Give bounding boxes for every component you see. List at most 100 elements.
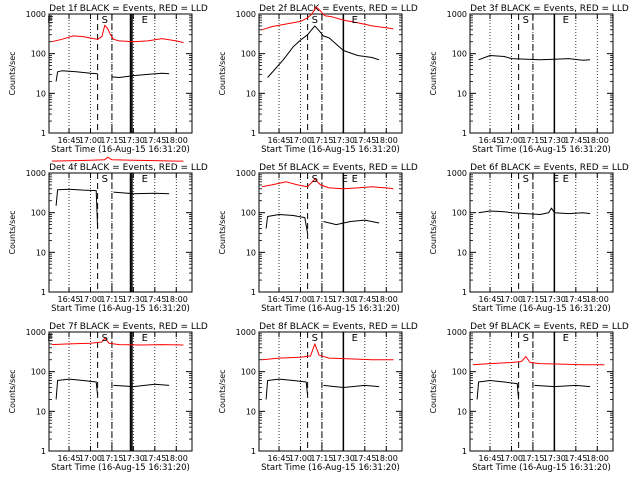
y-tick-label: 1 bbox=[462, 447, 467, 456]
interval-marker-label: S bbox=[523, 174, 529, 185]
events-series-line bbox=[55, 70, 170, 82]
y-tick-label: 10 bbox=[246, 248, 256, 257]
interval-marker-label: S bbox=[312, 174, 318, 185]
plot-frame bbox=[469, 331, 614, 452]
interval-marker-label: E bbox=[342, 174, 348, 185]
x-tick-label: 17:15 bbox=[310, 454, 333, 463]
x-tick-label: 17:00 bbox=[289, 136, 312, 145]
y-tick-label: 1000 bbox=[26, 169, 46, 178]
panel: Det 1f BLACK = Events, RED = LLD 1 10 100 10… bbox=[8, 4, 208, 155]
lld-series-line bbox=[472, 356, 605, 366]
y-tick-label: 100 bbox=[452, 50, 467, 59]
events-series-line bbox=[55, 188, 170, 229]
interval-marker-label: E bbox=[142, 15, 148, 26]
x-tick-label: 17:30 bbox=[543, 454, 566, 463]
y-tick-label: 1 bbox=[41, 447, 46, 456]
y-axis-title: Counts/sec bbox=[218, 51, 227, 95]
x-tick-label: 18:00 bbox=[586, 136, 609, 145]
panel-title: Det 8f BLACK = Events, RED = LLD bbox=[259, 322, 418, 332]
y-tick-label: 10 bbox=[457, 248, 467, 257]
x-tick-label: 18:00 bbox=[375, 136, 398, 145]
y-axis-title: Counts/sec bbox=[429, 210, 438, 254]
y-tick-label: 1000 bbox=[26, 328, 46, 337]
y-tick-label: 100 bbox=[241, 209, 256, 218]
y-tick-label: 100 bbox=[452, 368, 467, 377]
x-tick-label: 17:30 bbox=[122, 136, 145, 145]
y-axis-title: Counts/sec bbox=[218, 369, 227, 413]
x-tick-label: 17:45 bbox=[143, 136, 166, 145]
interval-marker-label: E bbox=[47, 333, 53, 344]
panel: Det 5f BLACK = Events, RED = LLD 1 10 100 10… bbox=[218, 163, 418, 314]
x-tick-label: 18:00 bbox=[165, 454, 188, 463]
interval-marker-label: S bbox=[312, 333, 318, 344]
x-tick-label: 17:15 bbox=[310, 295, 333, 304]
panel: Det 3f BLACK = Events, RED = LLD 1 10 100 10… bbox=[429, 4, 629, 155]
x-tick-label: 16:45 bbox=[57, 454, 80, 463]
y-tick-label: 1 bbox=[41, 129, 46, 138]
y-tick-label: 1000 bbox=[447, 328, 467, 337]
lld-series-line bbox=[51, 156, 184, 162]
x-tick-label: 17:30 bbox=[332, 295, 355, 304]
interval-marker-label: S bbox=[523, 333, 529, 344]
panel: Det 4f BLACK = Events, RED = LLD 1 10 100 10… bbox=[8, 156, 208, 314]
x-tick-label: 17:30 bbox=[122, 454, 145, 463]
x-tick-label: 17:45 bbox=[353, 454, 376, 463]
x-tick-label: 16:45 bbox=[267, 454, 290, 463]
x-tick-label: 17:45 bbox=[564, 454, 587, 463]
x-tick-label: 16:45 bbox=[478, 454, 501, 463]
y-axis-title: Counts/sec bbox=[8, 369, 17, 413]
x-tick-label: 17:00 bbox=[289, 295, 312, 304]
x-tick-label: 18:00 bbox=[165, 295, 188, 304]
interval-marker-label: E bbox=[47, 15, 53, 26]
lld-series-line bbox=[51, 337, 184, 346]
lld-series-line bbox=[261, 178, 394, 190]
x-tick-label: 17:00 bbox=[79, 295, 102, 304]
y-tick-label: 1000 bbox=[447, 169, 467, 178]
y-tick-label: 1000 bbox=[236, 10, 256, 19]
y-tick-label: 1 bbox=[251, 129, 256, 138]
x-axis-title: Start Time (16-Aug-15 16:31:20) bbox=[51, 463, 190, 473]
x-tick-label: 17:30 bbox=[332, 454, 355, 463]
panel-title: Det 2f BLACK = Events, RED = LLD bbox=[259, 4, 418, 14]
panel: Det 7f BLACK = Events, RED = LLD 1 10 100 10… bbox=[8, 322, 208, 473]
y-axis-title: Counts/sec bbox=[429, 51, 438, 95]
events-series-line bbox=[478, 207, 591, 215]
interval-marker-label: E bbox=[142, 333, 148, 344]
x-tick-label: 17:00 bbox=[500, 295, 523, 304]
interval-marker-label: E bbox=[563, 174, 569, 185]
x-tick-label: 17:15 bbox=[100, 295, 123, 304]
y-tick-label: 100 bbox=[31, 50, 46, 59]
panel: Det 8f BLACK = Events, RED = LLD 1 10 100 10… bbox=[218, 322, 418, 473]
events-series-line bbox=[478, 55, 591, 61]
interval-marker-label: E bbox=[553, 174, 559, 185]
x-axis-title: Start Time (16-Aug-15 16:31:20) bbox=[51, 145, 190, 155]
plot-frame bbox=[48, 331, 193, 452]
x-tick-label: 17:45 bbox=[564, 136, 587, 145]
interval-marker-label: S bbox=[312, 15, 318, 26]
interval-marker-label: E bbox=[352, 333, 358, 344]
panel-title: Det 9f BLACK = Events, RED = LLD bbox=[470, 322, 629, 332]
interval-marker-label: S bbox=[102, 15, 108, 26]
x-tick-label: 18:00 bbox=[586, 454, 609, 463]
x-axis-title: Start Time (16-Aug-15 16:31:20) bbox=[261, 463, 400, 473]
y-tick-label: 100 bbox=[241, 50, 256, 59]
y-tick-label: 1000 bbox=[26, 10, 46, 19]
panel-title: Det 3f BLACK = Events, RED = LLD bbox=[470, 4, 629, 14]
x-tick-label: 17:15 bbox=[521, 295, 544, 304]
x-tick-label: 17:00 bbox=[500, 454, 523, 463]
events-series-line bbox=[265, 378, 380, 400]
interval-marker-label: E bbox=[142, 174, 148, 185]
y-tick-label: 1 bbox=[251, 288, 256, 297]
events-series-line bbox=[265, 214, 380, 234]
y-axis-title: Counts/sec bbox=[8, 51, 17, 95]
events-series-line bbox=[267, 25, 380, 78]
panel: Det 9f BLACK = Events, RED = LLD 1 10 100 10… bbox=[429, 322, 629, 473]
plot-frame bbox=[469, 172, 614, 293]
x-tick-label: 17:15 bbox=[100, 136, 123, 145]
lld-series-line bbox=[261, 6, 394, 31]
plot-frame bbox=[48, 172, 193, 293]
interval-marker-label: S bbox=[102, 333, 108, 344]
x-tick-label: 17:45 bbox=[143, 295, 166, 304]
x-axis-title: Start Time (16-Aug-15 16:31:20) bbox=[472, 304, 611, 314]
